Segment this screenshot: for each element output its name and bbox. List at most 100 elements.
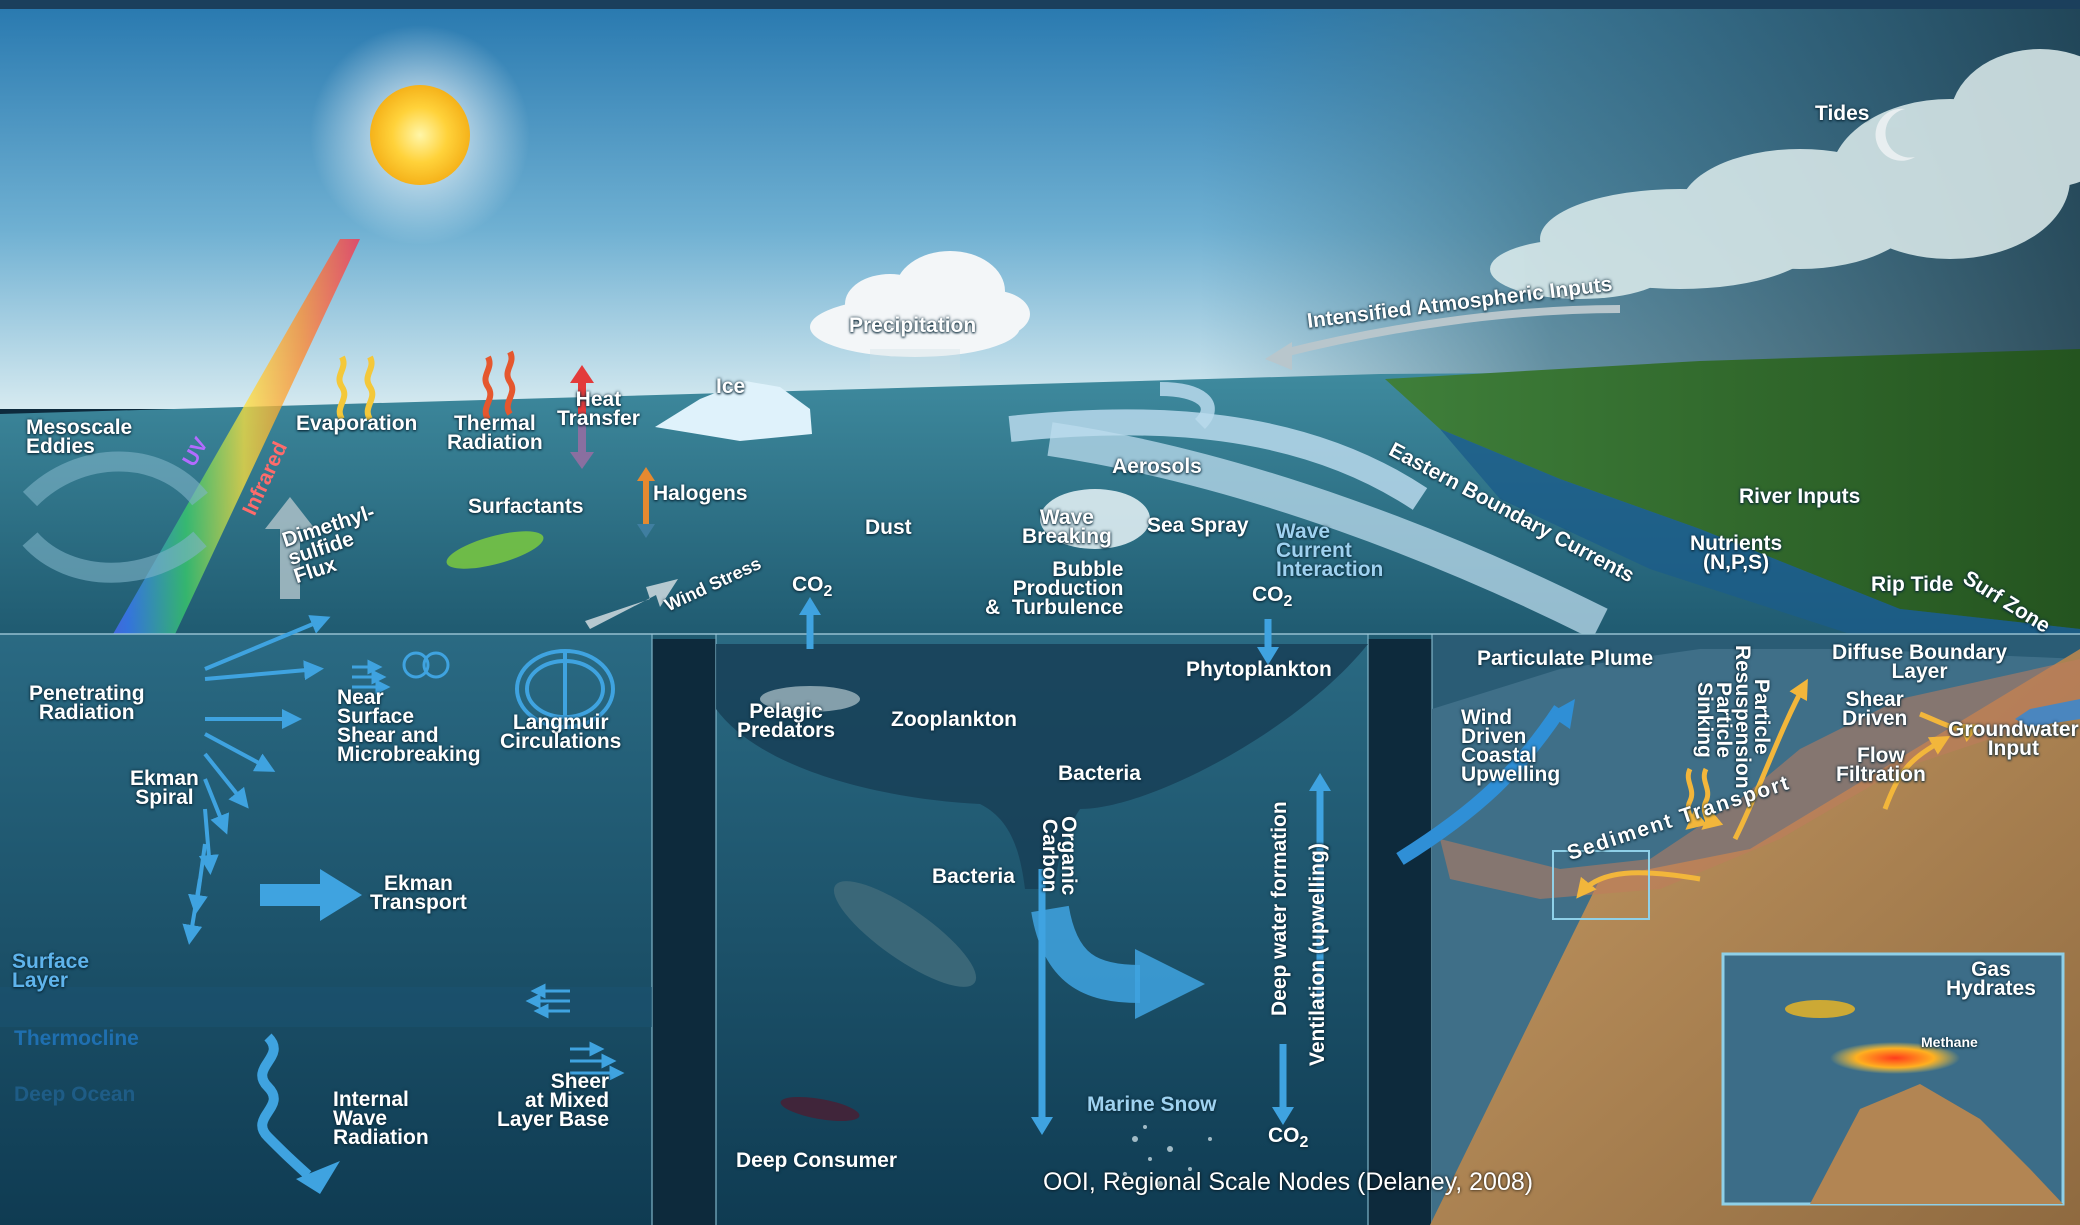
ekman-spiral-arrows: [182, 615, 331, 945]
sheer-mixed-layer-label: Sheer at Mixed Layer Base: [497, 1070, 610, 1131]
dms-flux-arrow: [265, 497, 315, 599]
river-inputs-label: River Inputs: [1739, 485, 1861, 508]
fish-icon: [760, 686, 860, 712]
heat-transfer-label: Heat Transfer: [557, 388, 640, 430]
bubble-production-label: Bubble Production & Turbulence: [985, 558, 1124, 619]
deep-water-formation-label: Deep water formation: [1268, 801, 1291, 1016]
moon-icon: [1875, 108, 1915, 161]
dust-label: Dust: [865, 516, 912, 539]
co2-down-arrowhead: [1257, 647, 1279, 665]
mesoscale-eddies-label: Mesoscale Eddies: [26, 416, 133, 458]
upwelling-arrowhead: [1548, 699, 1575, 729]
breaking-wave: [1040, 489, 1150, 549]
boundary-current-arrow: [1008, 409, 1428, 510]
squid-icon: [780, 1096, 860, 1122]
wave-current-label: Wave Current Interaction: [1276, 520, 1384, 581]
whale-icon: [833, 881, 977, 987]
mesoscale-eddy-arrow-2: [22, 531, 207, 583]
microbreaking-icon: [402, 651, 450, 679]
surfactants-label: Surfactants: [468, 495, 584, 518]
food-web-bowl: [716, 644, 1368, 889]
precipitation-label: Precipitation: [849, 314, 977, 337]
internal-wave-arrowhead: [296, 1161, 340, 1194]
sediment-transport-arrows: [1576, 678, 1981, 899]
nutrients-label: Nutrients (N,P,S): [1690, 532, 1783, 574]
co2-up-arrowhead: [799, 597, 821, 615]
ice-label: Ice: [716, 375, 746, 398]
halogens-label: Halogens: [653, 482, 748, 505]
penetrating-radiation-label: Penetrating Radiation: [29, 682, 145, 724]
ekman-transport-arrow: [260, 869, 362, 921]
tides-label: Tides: [1815, 102, 1870, 125]
evaporation-squiggles: [336, 355, 376, 421]
marine-snow-label: Marine Snow: [1087, 1093, 1217, 1116]
boundary-current-curl: [1159, 382, 1215, 429]
thermal-radiation-squiggles: [482, 350, 516, 421]
ekman-spiral-label: Ekman Spiral: [130, 767, 199, 809]
storm-clouds: [1490, 49, 2080, 299]
aerosols-label: Aerosols: [1112, 455, 1202, 478]
particle-resuspension-label: Particle Resuspension: [1731, 645, 1773, 789]
rip-tide-label: Rip Tide: [1871, 573, 1954, 596]
ventilation-arrowhead: [1309, 773, 1331, 791]
organic-carbon-arrow: [1031, 905, 1141, 1003]
inset-source-box: [1552, 850, 1650, 920]
ice-icon: [655, 381, 812, 441]
intensified-inputs-arrowhead: [1265, 342, 1292, 370]
thermal-radiation-label: Thermal Radiation: [447, 412, 543, 454]
groundwater-arrow: [2015, 699, 2080, 727]
deep-consumer-label: Deep Consumer: [736, 1149, 898, 1172]
sun-icon: [370, 85, 470, 185]
top-bar: [0, 0, 2080, 9]
organic-carbon-arrowhead: [1031, 1117, 1053, 1135]
co2-surface-left: CO2: [792, 573, 833, 601]
surface-layer-label: Surface Layer: [12, 950, 90, 992]
langmuir-circulation-icon: [515, 649, 615, 729]
shear-driven-label: Shear Driven: [1842, 688, 1908, 730]
radiation-rainbow: [70, 239, 360, 709]
mesoscale-eddy-arrow: [22, 451, 208, 507]
groundwater-input-label: Groundwater Input: [1948, 718, 2079, 760]
thermocline-label: Thermocline: [14, 1027, 139, 1050]
intensified-inputs-arrow: [1279, 305, 1621, 358]
gas-hydrates-label: Gas Hydrates: [1946, 958, 2036, 1000]
internal-wave-label: Internal Wave Radiation: [333, 1088, 429, 1149]
bacteria-top-label: Bacteria: [1058, 762, 1141, 785]
diagram-artwork: [0, 9, 2080, 1225]
gas-hydrates-inset: [1721, 952, 2065, 1206]
surfactant-slick: [446, 531, 544, 569]
deep-water-arrowhead: [1272, 1107, 1294, 1125]
particulate-plume-label: Particulate Plume: [1477, 647, 1654, 670]
zooplankton-label: Zooplankton: [891, 708, 1017, 731]
wave-breaking-label: Wave Breaking: [1022, 506, 1112, 548]
left-panel-bg: [0, 634, 652, 1225]
sea-spray-label: Sea Spray: [1147, 514, 1249, 537]
sediment-plume: [1440, 659, 2080, 899]
deep-ocean-label: Deep Ocean: [14, 1083, 136, 1106]
flow-filtration-label: Flow Filtration: [1836, 744, 1926, 786]
boundary-current-arrow-2: [1047, 422, 1608, 640]
particle-sinking-label: Particle Sinking: [1693, 682, 1735, 758]
methane-label: Methane: [1921, 1034, 1978, 1050]
marine-snow: [1123, 1125, 1212, 1187]
langmuir-label: Langmuir Circulations: [500, 711, 622, 753]
wind-driven-upwelling-label: Wind Driven Coastal Upwelling: [1461, 706, 1561, 786]
near-surface-shear-label: Near Surface Shear and Microbreaking: [337, 686, 481, 766]
bacteria-mid-label: Bacteria: [932, 865, 1015, 888]
upwelling-arrow: [1396, 705, 1566, 865]
organic-carbon-label: Organic Carbon: [1038, 816, 1080, 896]
organic-carbon-big-arrowhead: [1135, 949, 1205, 1019]
co2-deep-label: CO2: [1268, 1124, 1309, 1152]
phytoplankton-label: Phytoplankton: [1186, 658, 1332, 681]
pelagic-predators-label: Pelagic Predators: [737, 700, 836, 742]
evaporation-label: Evaporation: [296, 412, 418, 435]
co2-surface-right: CO2: [1252, 583, 1293, 611]
halogens-arrow: [637, 467, 655, 538]
internal-wave-arrow: [257, 1033, 312, 1179]
heat-transfer-arrows: [570, 365, 594, 469]
ventilation-label: Ventilation (upwelling): [1306, 843, 1329, 1066]
ekman-transport-label: Ekman Transport: [370, 872, 467, 914]
coastal-water: [1440, 429, 2080, 649]
image-credit: OOI, Regional Scale Nodes (Delaney, 2008…: [1043, 1168, 1534, 1196]
